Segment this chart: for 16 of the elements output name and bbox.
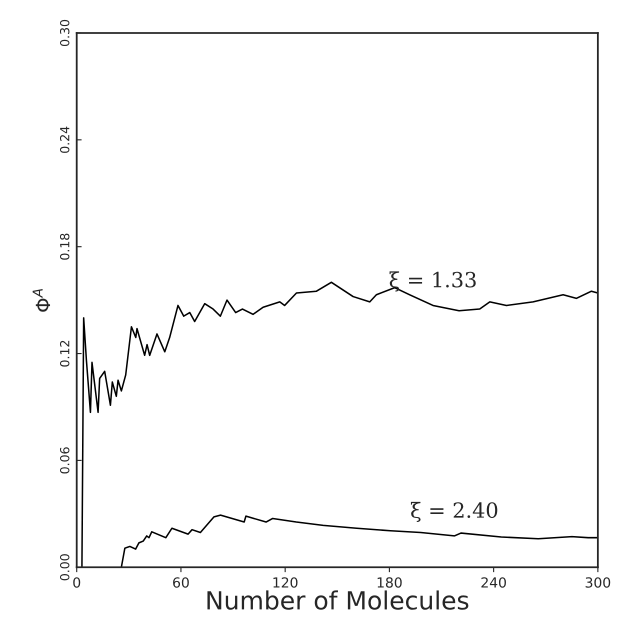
y-axis-title: Φ$^{A}$ — [32, 288, 50, 312]
y-tick-label: 0.00 — [60, 554, 70, 580]
annotation: ξ = 1.33 — [390, 271, 476, 292]
x-tick-label: 60 — [173, 577, 189, 588]
y-tick-label: 0.12 — [60, 340, 70, 367]
x-axis-title: Number of Molecules — [207, 590, 468, 610]
annotation: ξ = 2.40 — [410, 502, 498, 522]
y-tick-label: 0.30 — [60, 20, 70, 46]
x-tick-label: 300 — [586, 577, 610, 588]
y-tick-label: 0.24 — [60, 126, 70, 153]
x-tick-label: 0 — [73, 577, 80, 588]
y-tick-label: 0.18 — [60, 234, 70, 260]
x-tick-label: 240 — [481, 577, 506, 588]
x-tick-label: 180 — [378, 577, 402, 588]
y-tick-label: 0.06 — [60, 447, 70, 474]
x-tick-label: 120 — [273, 577, 298, 588]
